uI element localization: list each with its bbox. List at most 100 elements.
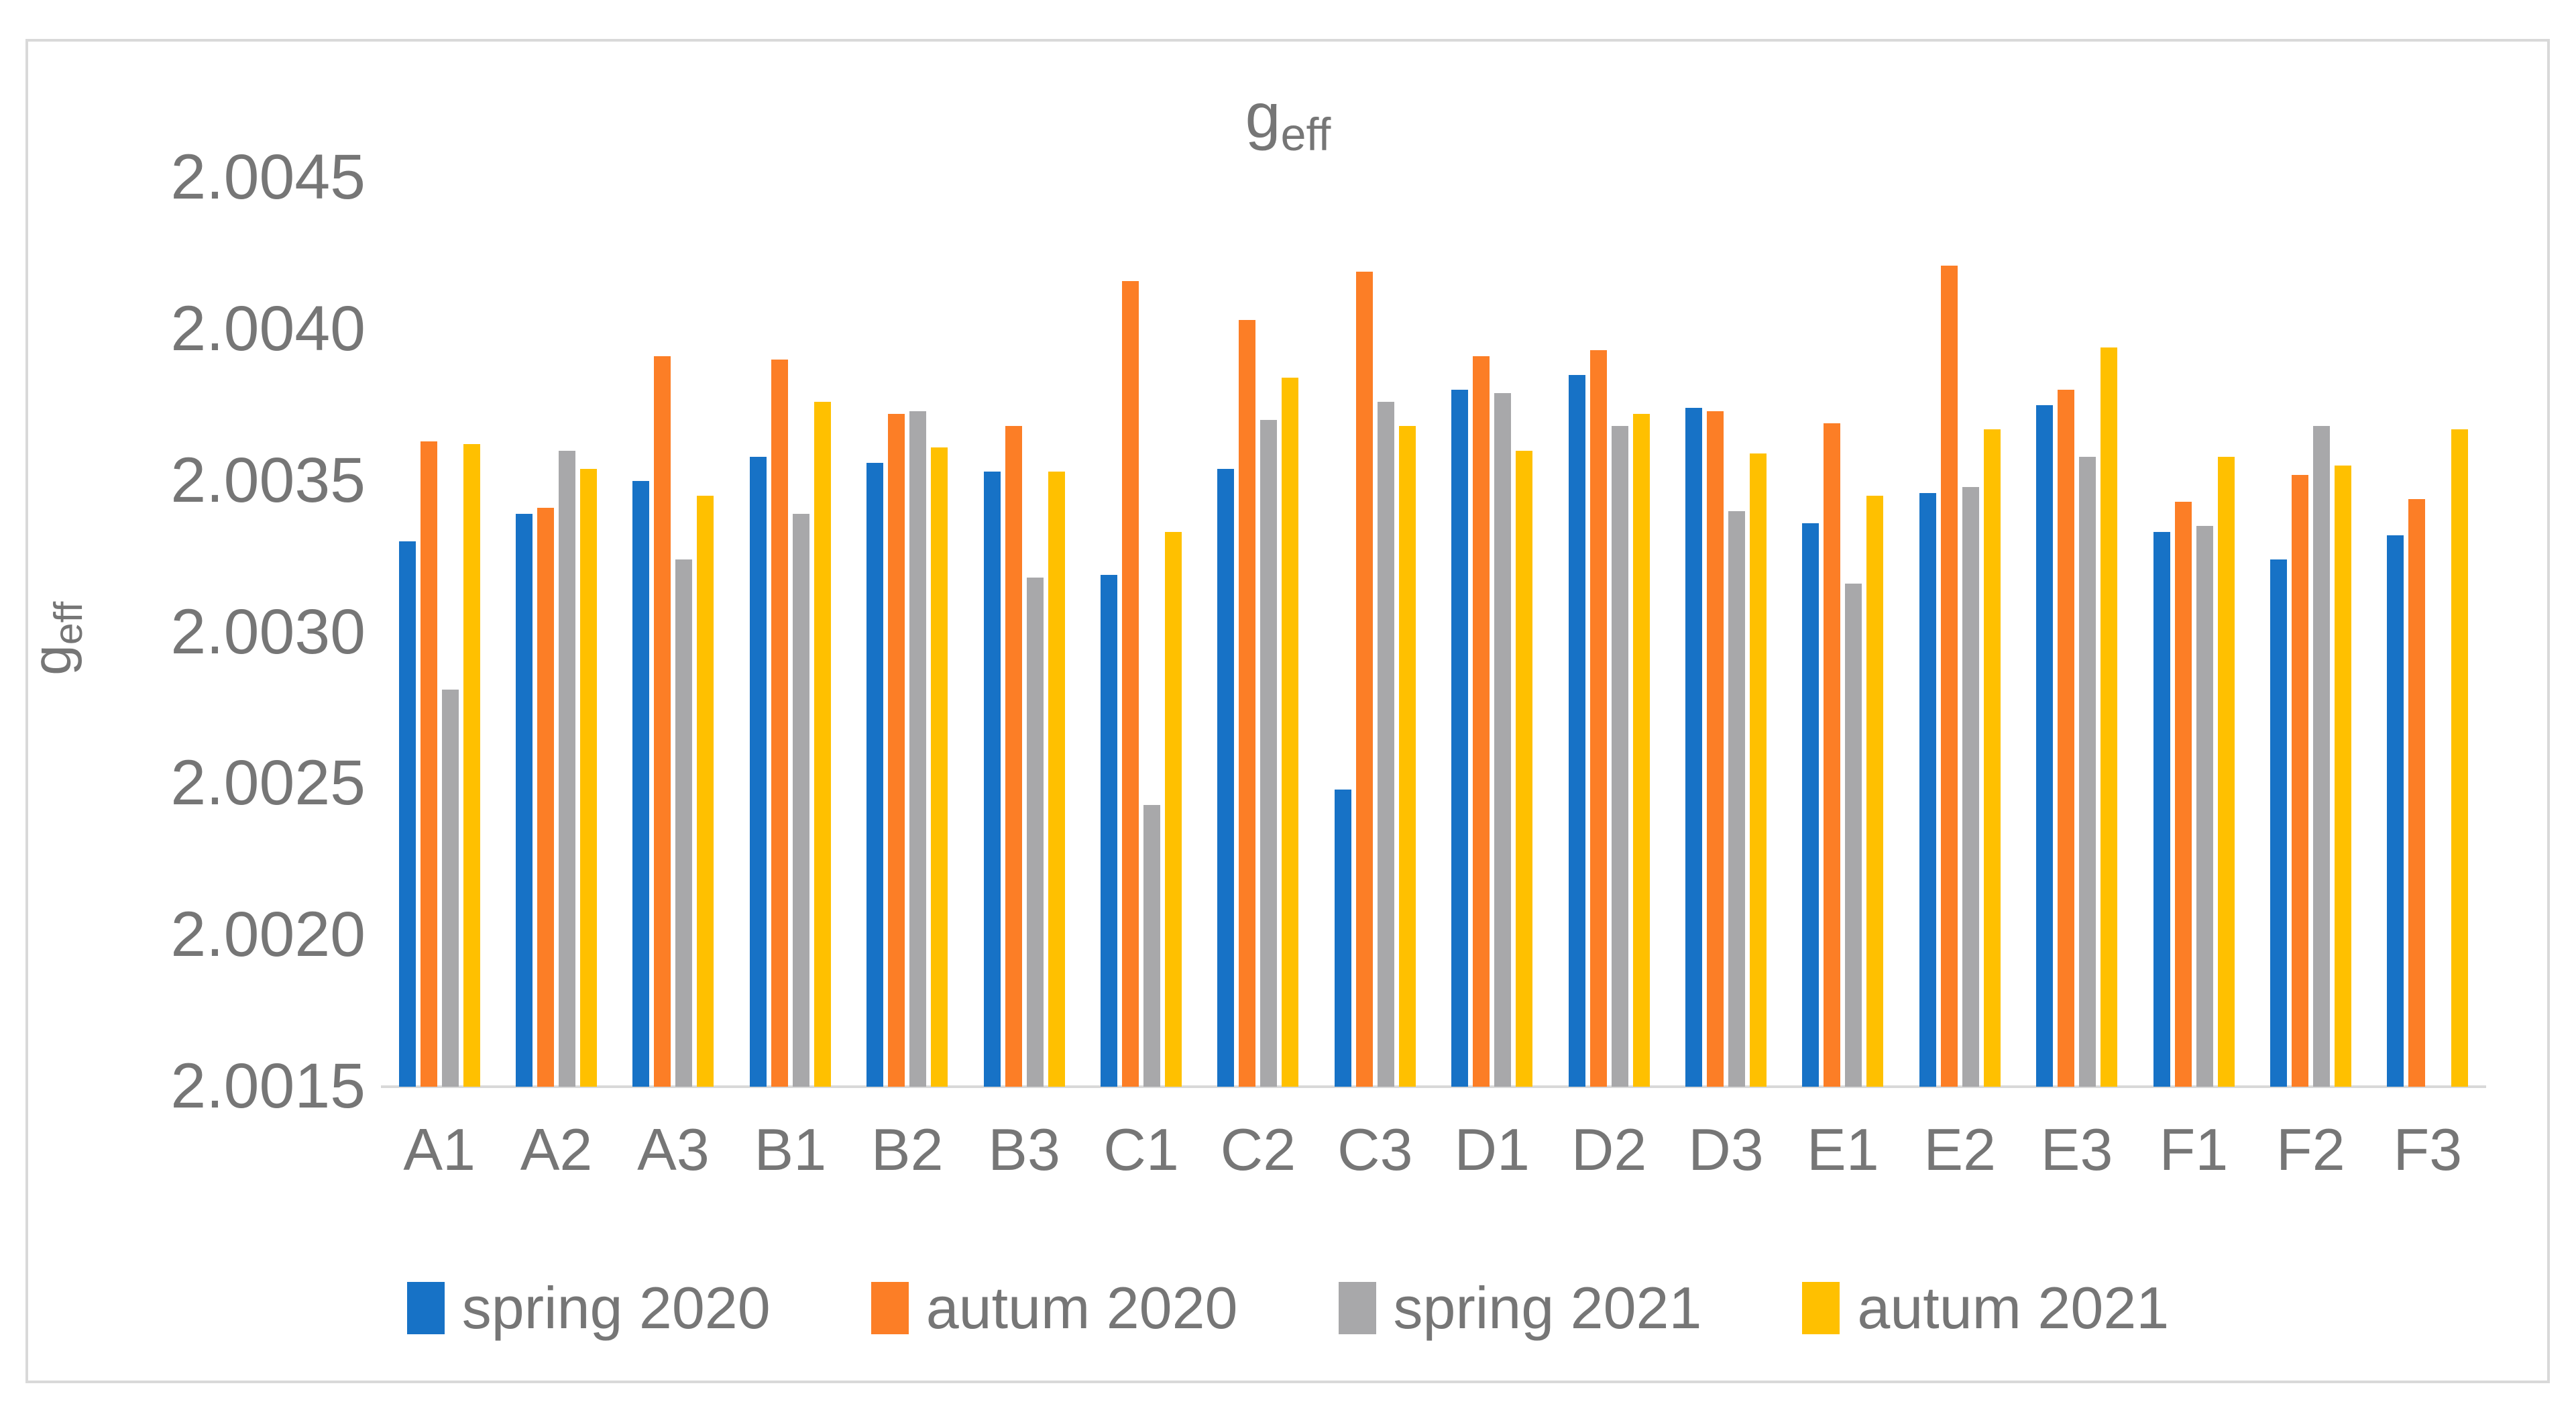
bar-autum-2020-C1 xyxy=(1122,280,1139,1087)
bar-autum-2021-B2 xyxy=(931,447,948,1087)
bar-spring-2020-B1 xyxy=(749,456,767,1087)
x-category-label-A1: A1 xyxy=(403,1116,475,1183)
bar-spring-2021-C2 xyxy=(1260,420,1278,1087)
x-category-label-C1: C1 xyxy=(1103,1116,1179,1183)
legend-swatch-icon xyxy=(1338,1282,1376,1334)
x-category-label-F2: F2 xyxy=(2276,1116,2345,1183)
bar-spring-2020-F3 xyxy=(2387,535,2404,1087)
bar-autum-2021-E2 xyxy=(1983,429,2001,1087)
bar-autum-2021-E3 xyxy=(2101,347,2118,1087)
legend-item-autum-2020: autum 2020 xyxy=(871,1271,1238,1345)
bar-autum-2021-D3 xyxy=(1749,453,1767,1087)
bar-spring-2020-A1 xyxy=(398,541,416,1087)
bar-autum-2020-F2 xyxy=(2291,474,2308,1087)
chart-title-subscript: eff xyxy=(1280,109,1331,161)
bar-spring-2021-E2 xyxy=(1962,486,1979,1087)
bar-autum-2021-D1 xyxy=(1516,450,1533,1087)
bar-spring-2020-D1 xyxy=(1451,390,1469,1087)
y-tick-label: 2.0025 xyxy=(170,747,366,819)
bar-spring-2021-A1 xyxy=(441,690,459,1087)
legend-swatch-icon xyxy=(406,1282,445,1334)
bar-autum-2021-A1 xyxy=(463,444,480,1087)
x-category-label-B1: B1 xyxy=(754,1116,827,1183)
x-category-label-E3: E3 xyxy=(2040,1116,2113,1183)
y-axis-title-base: g xyxy=(21,645,83,676)
bar-spring-2021-D2 xyxy=(1611,426,1628,1087)
y-axis-title-subscript: eff xyxy=(46,601,91,645)
bar-autum-2020-B3 xyxy=(1005,426,1022,1087)
legend: spring 2020 autum 2020 spring 2021 autum 20… xyxy=(0,1271,2576,1345)
bar-spring-2020-A3 xyxy=(632,480,650,1087)
legend-label: autum 2020 xyxy=(926,1275,1238,1341)
legend-item-autum-2021: autum 2021 xyxy=(1802,1271,2169,1345)
legend-item-spring-2021: spring 2021 xyxy=(1338,1271,1702,1345)
x-category-label-C2: C2 xyxy=(1220,1116,1296,1183)
bar-spring-2020-C3 xyxy=(1334,790,1351,1087)
y-tick-label: 2.0030 xyxy=(170,596,366,667)
x-category-label-D2: D2 xyxy=(1571,1116,1647,1183)
x-category-label-F3: F3 xyxy=(2393,1116,2463,1183)
bar-autum-2020-C2 xyxy=(1239,320,1256,1087)
bar-spring-2021-A3 xyxy=(675,559,693,1087)
bar-autum-2021-C3 xyxy=(1398,426,1416,1087)
y-tick-label: 2.0045 xyxy=(170,142,366,213)
bar-spring-2021-D3 xyxy=(1728,510,1745,1087)
bar-autum-2021-A2 xyxy=(580,468,598,1087)
legend-label: spring 2021 xyxy=(1393,1275,1702,1341)
bar-autum-2020-D1 xyxy=(1473,356,1490,1087)
bar-spring-2020-B2 xyxy=(866,462,884,1087)
bar-spring-2020-A2 xyxy=(516,514,533,1087)
bar-autum-2021-F3 xyxy=(2451,429,2469,1087)
bar-spring-2020-E2 xyxy=(1919,492,1936,1087)
bar-autum-2020-A1 xyxy=(420,441,437,1087)
bar-autum-2021-D2 xyxy=(1632,414,1650,1087)
y-tick-label: 2.0015 xyxy=(170,1050,366,1122)
bar-autum-2020-E2 xyxy=(1940,265,1958,1087)
bar-spring-2021-F1 xyxy=(2196,526,2213,1087)
bar-spring-2021-B3 xyxy=(1026,578,1044,1087)
bar-autum-2020-F1 xyxy=(2174,502,2192,1087)
x-category-label-E2: E2 xyxy=(1923,1116,1997,1183)
bar-spring-2021-F2 xyxy=(2312,426,2330,1087)
bar-autum-2021-C1 xyxy=(1165,532,1182,1087)
bar-spring-2020-F2 xyxy=(2270,559,2287,1087)
x-category-label-A3: A3 xyxy=(637,1116,710,1183)
bar-spring-2021-C3 xyxy=(1377,402,1394,1087)
bar-autum-2020-C3 xyxy=(1355,272,1373,1087)
bar-autum-2021-B3 xyxy=(1048,472,1065,1087)
bar-spring-2020-F1 xyxy=(2153,532,2170,1087)
x-category-label-A2: A2 xyxy=(520,1116,593,1183)
legend-swatch-icon xyxy=(1802,1282,1840,1334)
x-category-label-B3: B3 xyxy=(988,1116,1060,1183)
bar-autum-2020-B2 xyxy=(888,414,905,1087)
bar-autum-2020-F3 xyxy=(2408,498,2426,1087)
y-axis-title: geff xyxy=(21,404,99,873)
legend-item-spring-2020: spring 2020 xyxy=(406,1271,771,1345)
bar-autum-2020-B1 xyxy=(771,360,788,1087)
bar-spring-2021-C1 xyxy=(1143,804,1161,1087)
x-category-label-E1: E1 xyxy=(1807,1116,1879,1183)
bar-spring-2020-C1 xyxy=(1101,574,1118,1087)
chart-title-base: g xyxy=(1245,80,1281,152)
bar-autum-2020-A2 xyxy=(537,508,555,1087)
bar-spring-2021-E1 xyxy=(1845,584,1862,1087)
bar-autum-2021-E1 xyxy=(1866,496,1884,1087)
bar-autum-2021-B1 xyxy=(814,402,831,1087)
x-category-label-B2: B2 xyxy=(871,1116,944,1183)
legend-swatch-icon xyxy=(871,1282,909,1334)
bar-autum-2021-F2 xyxy=(2334,466,2351,1087)
legend-label: spring 2020 xyxy=(461,1275,771,1341)
bar-spring-2021-A2 xyxy=(559,450,576,1087)
bar-spring-2021-D1 xyxy=(1494,392,1512,1087)
x-axis-line xyxy=(381,1085,2486,1088)
bar-autum-2021-A3 xyxy=(697,496,714,1087)
x-category-label-D3: D3 xyxy=(1688,1116,1764,1183)
bar-spring-2020-E1 xyxy=(1802,523,1819,1087)
bar-spring-2021-E3 xyxy=(2079,456,2096,1087)
x-category-label-C3: C3 xyxy=(1337,1116,1413,1183)
bar-spring-2020-C2 xyxy=(1217,468,1235,1087)
bar-autum-2020-E3 xyxy=(2058,390,2075,1087)
bar-autum-2020-A3 xyxy=(654,356,671,1087)
bar-spring-2020-E3 xyxy=(2036,405,2054,1087)
